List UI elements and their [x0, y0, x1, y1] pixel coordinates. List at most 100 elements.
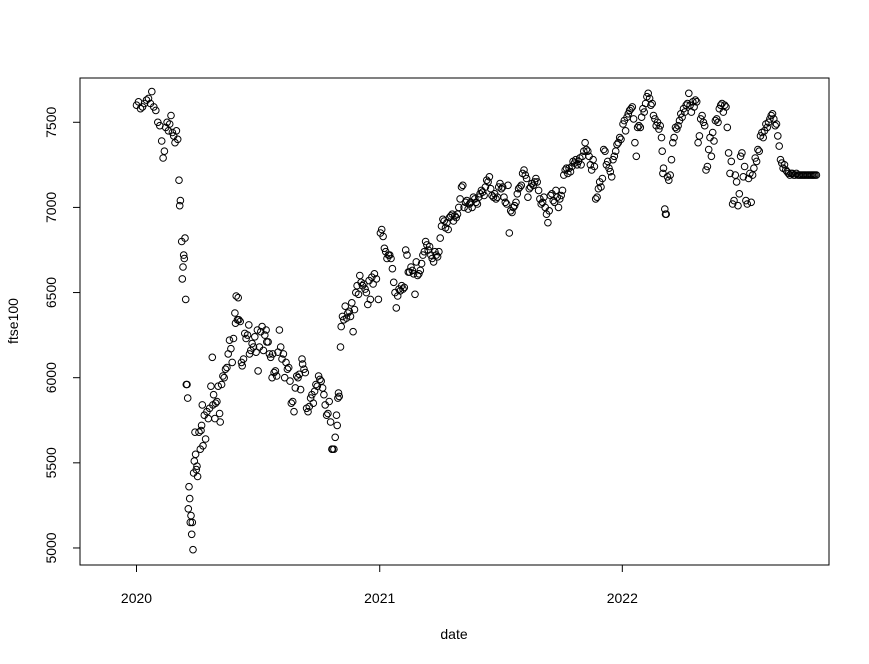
data-point: [401, 246, 410, 254]
data-point: [522, 174, 531, 183]
plot-frame: [79, 77, 830, 566]
data-point: [657, 133, 666, 142]
x-tick-label: 2020: [121, 590, 152, 606]
data-point: [337, 322, 346, 331]
data-point: [276, 343, 285, 351]
data-point: [734, 201, 742, 210]
data-point: [659, 164, 668, 172]
data-point: [185, 482, 193, 491]
data-point: [144, 94, 153, 103]
data-point: [388, 264, 397, 273]
data-point: [317, 377, 326, 385]
data-point: [366, 295, 375, 304]
data-point: [392, 304, 401, 312]
data-point: [298, 355, 306, 363]
data-point: [330, 445, 338, 454]
data-point: [403, 251, 411, 259]
data-point: [245, 321, 253, 329]
data-point: [197, 426, 205, 435]
data-point: [248, 339, 256, 348]
data-point: [492, 195, 500, 203]
y-axis-label: ftse100: [5, 298, 21, 344]
data-point: [755, 147, 764, 155]
data-point: [304, 407, 312, 416]
data-point: [264, 338, 272, 346]
data-point: [662, 210, 671, 218]
data-point: [296, 385, 305, 394]
data-point: [227, 344, 235, 353]
data-point: [268, 350, 277, 358]
data-point: [532, 174, 540, 183]
data-point: [484, 178, 492, 186]
data-point: [590, 162, 599, 171]
data-point: [346, 312, 355, 321]
data-point: [251, 333, 259, 341]
data-point: [812, 171, 821, 179]
data-point: [271, 367, 280, 375]
data-point: [599, 145, 608, 154]
data-point: [502, 200, 511, 208]
x-axis-label: date: [440, 626, 467, 642]
data-point: [220, 373, 228, 382]
data-point: [708, 128, 717, 137]
data-point: [775, 142, 784, 150]
data-point: [726, 169, 734, 178]
data-point: [184, 505, 193, 513]
data-point: [771, 121, 780, 130]
data-point: [283, 365, 292, 374]
data-point: [181, 234, 189, 242]
data-point: [655, 125, 663, 133]
data-point: [234, 293, 242, 302]
data-point: [165, 120, 174, 128]
data-point: [235, 316, 243, 324]
data-point: [647, 101, 655, 109]
data-point: [554, 203, 563, 212]
data-point: [691, 96, 700, 104]
data-point: [558, 186, 567, 195]
data-point: [739, 173, 748, 181]
data-point: [326, 418, 335, 426]
data-point: [411, 290, 419, 299]
data-point: [468, 203, 476, 212]
data-point: [429, 258, 438, 266]
data-point: [695, 132, 704, 140]
data-point: [497, 184, 506, 193]
data-point: [232, 292, 240, 300]
data-point: [259, 346, 268, 355]
data-point: [648, 99, 657, 108]
data-point: [261, 331, 269, 339]
data-point: [223, 363, 231, 372]
data-point: [389, 278, 398, 287]
data-point: [419, 251, 427, 259]
data-point: [262, 326, 270, 334]
data-point: [545, 207, 554, 215]
data-point: [362, 288, 371, 297]
data-point: [560, 171, 568, 179]
data-point: [455, 203, 463, 212]
data-point: [544, 218, 552, 227]
data-point: [195, 428, 203, 437]
data-point: [520, 166, 528, 174]
data-point: [742, 196, 750, 205]
data-point: [341, 302, 350, 311]
data-point: [533, 178, 542, 186]
data-point: [700, 121, 709, 130]
data-point: [425, 242, 434, 251]
data-point: [557, 191, 566, 200]
data-point: [682, 101, 690, 109]
data-point: [360, 280, 368, 288]
data-point: [702, 166, 710, 174]
data-point: [179, 251, 188, 259]
data-point: [338, 312, 347, 321]
data-point: [667, 155, 676, 164]
data-point: [201, 435, 210, 443]
data-point: [301, 368, 310, 377]
data-point: [740, 162, 749, 171]
data-point: [435, 247, 443, 256]
data-point: [198, 401, 207, 409]
data-point: [763, 123, 772, 132]
data-point: [556, 195, 564, 203]
data-point: [738, 149, 746, 157]
data-point: [615, 133, 624, 142]
data-point: [179, 263, 187, 271]
